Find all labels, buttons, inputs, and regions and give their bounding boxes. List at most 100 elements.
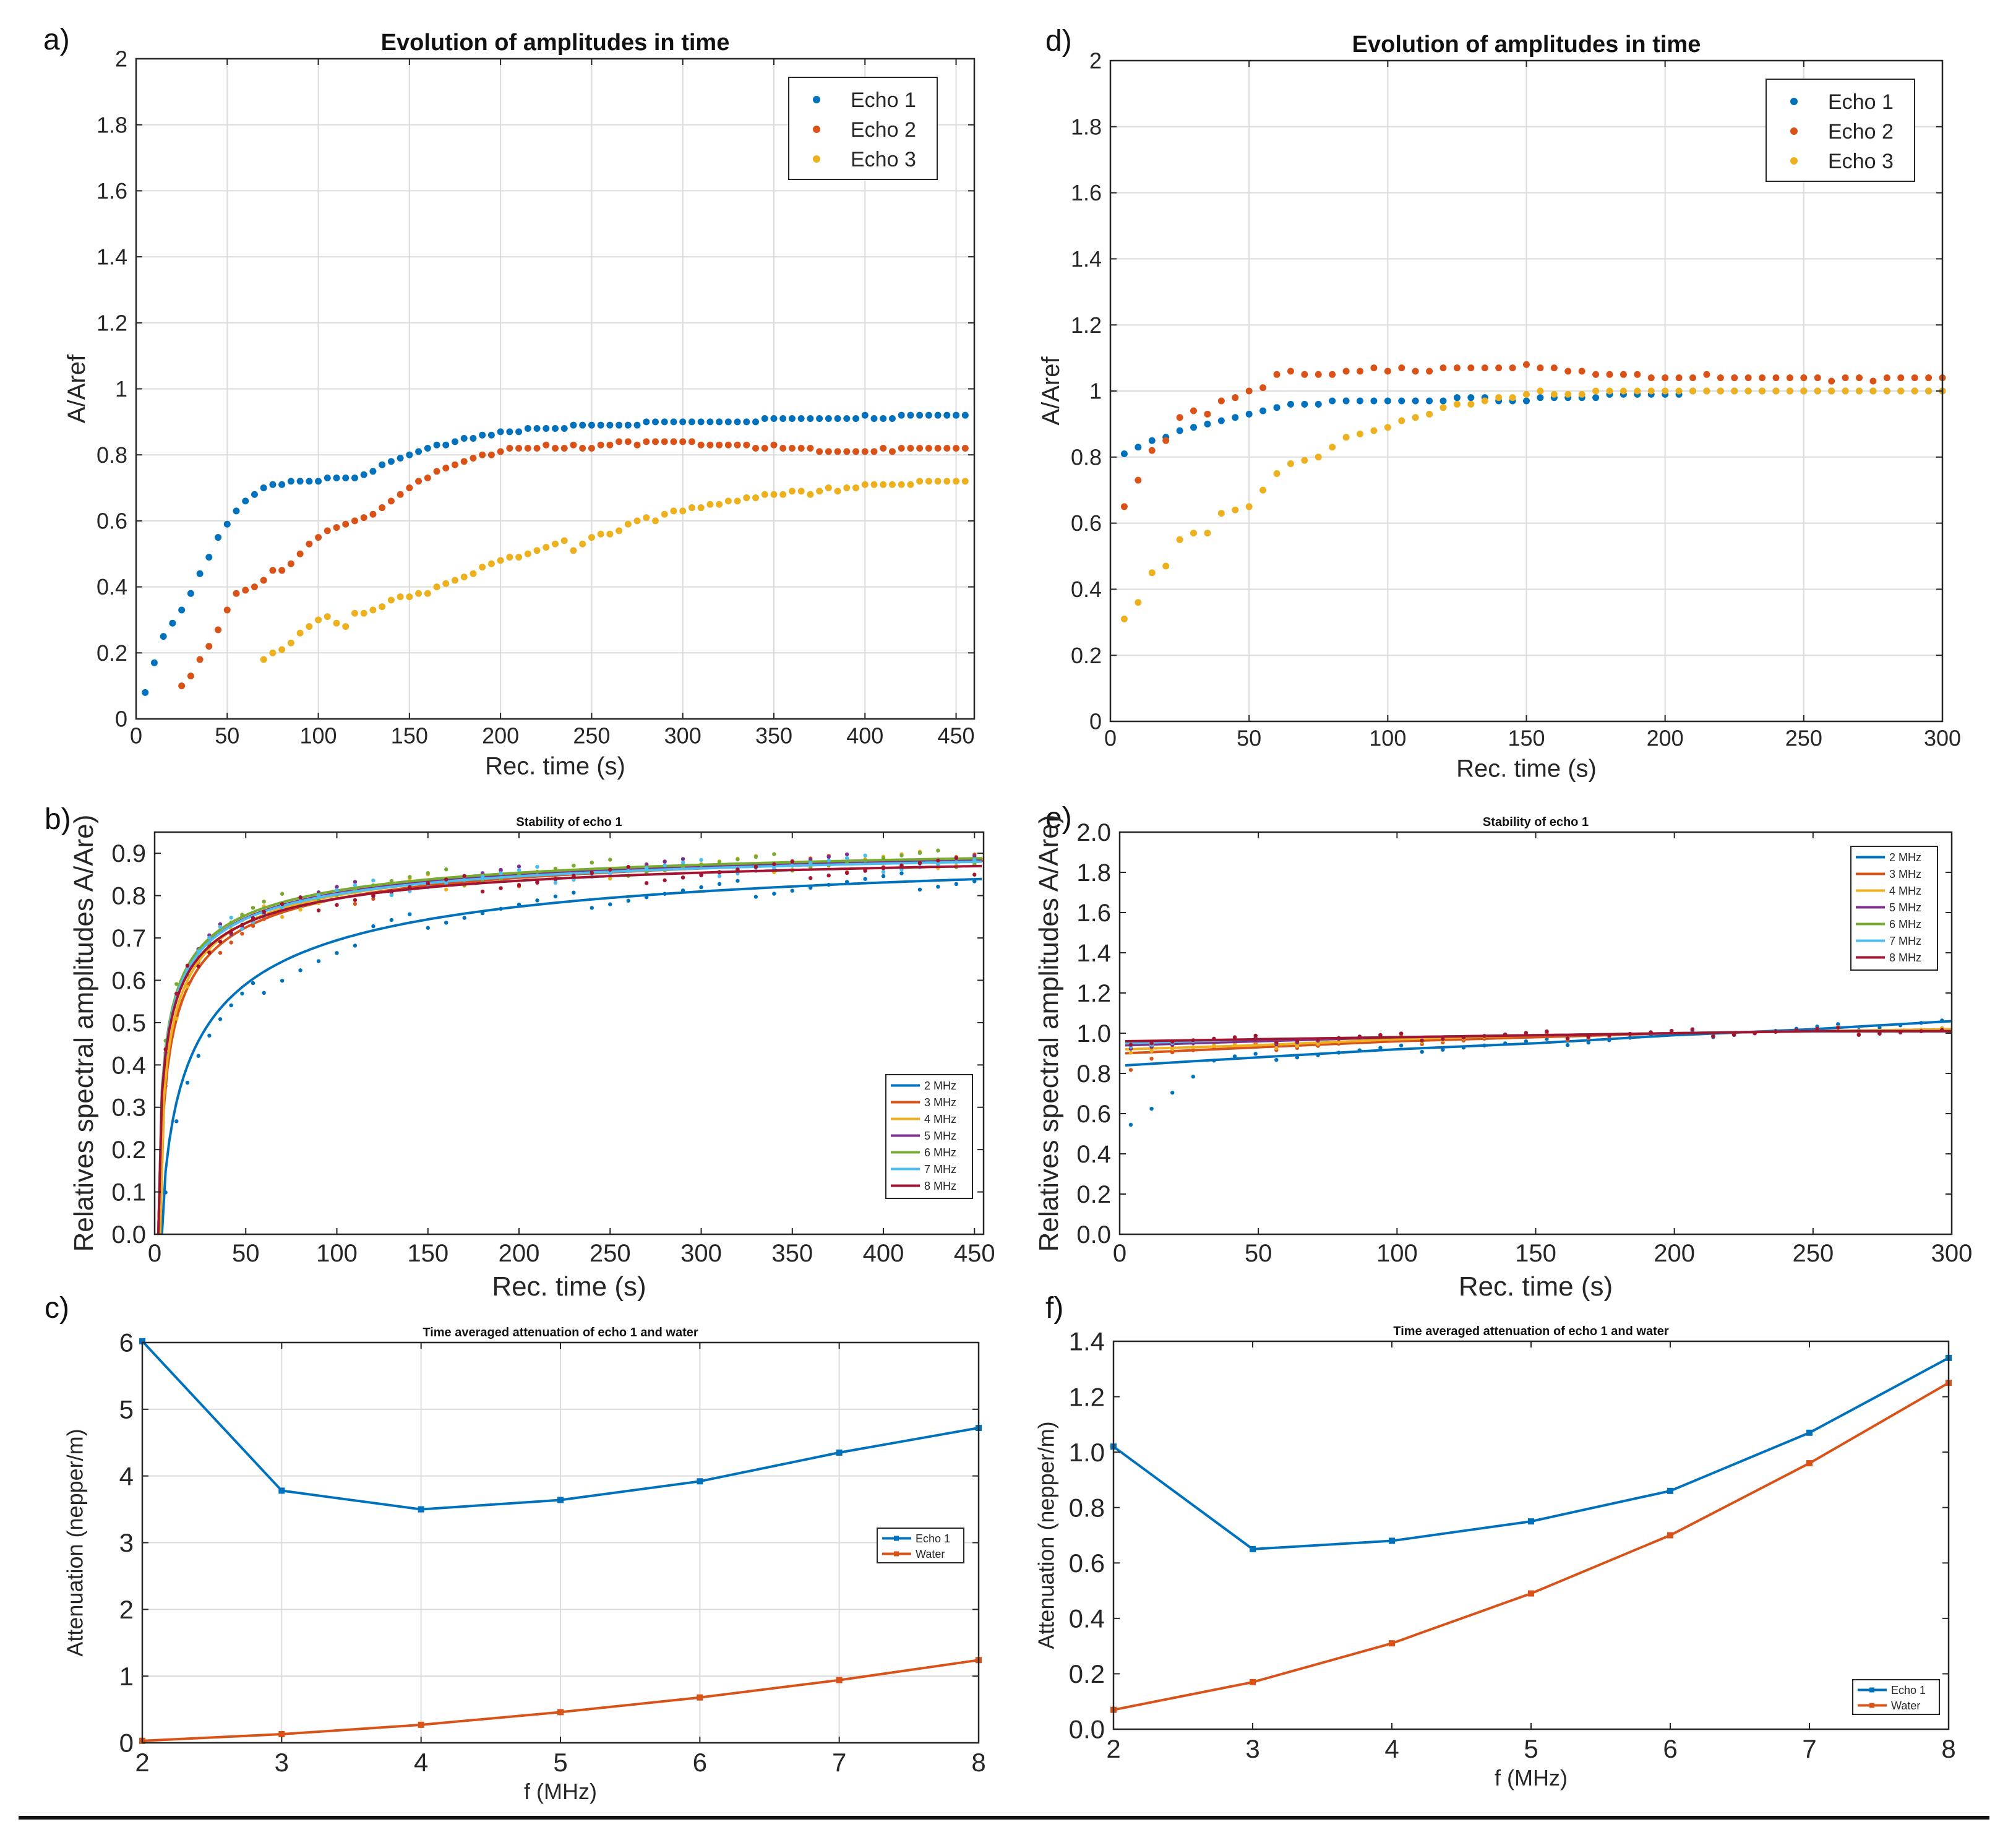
y-tick-label: 0.4 bbox=[1069, 1604, 1105, 1633]
y-tick-label: 0.6 bbox=[111, 967, 146, 994]
data-point bbox=[353, 880, 358, 884]
data-point bbox=[844, 870, 849, 875]
data-point bbox=[280, 978, 285, 983]
data-point bbox=[1441, 1047, 1445, 1052]
data-point bbox=[543, 544, 550, 551]
data-point bbox=[1481, 364, 1488, 372]
data-point bbox=[917, 887, 922, 892]
data-point bbox=[1149, 1041, 1154, 1046]
data-point bbox=[306, 478, 313, 485]
data-point bbox=[826, 873, 831, 878]
panel-label: c) bbox=[45, 1292, 69, 1325]
data-point bbox=[916, 445, 924, 452]
legend-item: Water bbox=[882, 1548, 945, 1560]
x-tick-label: 6 bbox=[693, 1748, 707, 1777]
data-point bbox=[752, 494, 760, 502]
y-tick-label: 1.4 bbox=[1076, 940, 1111, 967]
x-axis-label: Rec. time (s) bbox=[492, 1271, 646, 1302]
data-point bbox=[174, 1119, 179, 1124]
chart-panel-f: f) 2 3 4 5 6 7 8 0.0 0.2 0.4 0.6 0.8 1.0 1.2 1.4 Time av… bbox=[1033, 1292, 1955, 1790]
data-point bbox=[1467, 364, 1475, 372]
data-point bbox=[1426, 367, 1433, 375]
y-tick-label: 0.8 bbox=[1071, 444, 1102, 470]
data-point bbox=[552, 540, 559, 548]
data-point bbox=[608, 857, 612, 862]
series-echo-3 bbox=[1120, 387, 1946, 622]
x-axis-label: Rec. time (s) bbox=[1456, 755, 1597, 783]
data-point bbox=[752, 445, 760, 452]
series-echo-2 bbox=[178, 438, 969, 690]
data-point bbox=[260, 577, 267, 584]
data-point bbox=[1398, 417, 1405, 424]
data-point bbox=[606, 530, 614, 538]
data-point bbox=[315, 534, 322, 541]
data-point bbox=[497, 428, 504, 436]
data-point bbox=[652, 438, 659, 445]
data-point bbox=[770, 441, 778, 449]
data-point bbox=[316, 959, 321, 963]
x-axis-label: Rec. time (s) bbox=[485, 753, 625, 780]
y-axis-label: A/Aref bbox=[63, 354, 90, 423]
data-point bbox=[333, 524, 340, 531]
data-point bbox=[1759, 387, 1766, 395]
data-point bbox=[790, 888, 794, 893]
y-axis-label: Attenuation (nepper/m) bbox=[62, 1429, 87, 1656]
y-tick-label: 1.0 bbox=[1076, 1020, 1111, 1047]
data-point bbox=[825, 448, 832, 455]
data-point bbox=[881, 874, 886, 879]
chart-title: Time averaged attenuation of echo 1 and … bbox=[1393, 1325, 1669, 1338]
legend-label: Echo 3 bbox=[851, 148, 916, 171]
data-point bbox=[1647, 387, 1655, 395]
data-point bbox=[444, 867, 448, 872]
data-point bbox=[834, 448, 841, 455]
data-point bbox=[185, 984, 190, 989]
data-point bbox=[1253, 1033, 1258, 1038]
data-point bbox=[1814, 387, 1821, 395]
data-point bbox=[953, 411, 960, 419]
data-point bbox=[1744, 387, 1752, 395]
x-tick-label: 5 bbox=[1524, 1734, 1538, 1763]
data-point bbox=[342, 520, 350, 528]
data-point bbox=[1135, 476, 1142, 484]
y-tick-label: 1.6 bbox=[1076, 900, 1111, 927]
data-point bbox=[1370, 364, 1378, 372]
data-point bbox=[142, 689, 149, 696]
data-point bbox=[433, 441, 440, 449]
data-point bbox=[524, 445, 531, 452]
data-point bbox=[790, 859, 794, 864]
data-point bbox=[1524, 1039, 1529, 1044]
x-tick-label: 2 bbox=[1106, 1734, 1120, 1763]
x-tick-label: 150 bbox=[407, 1240, 448, 1267]
x-tick-label: 3 bbox=[275, 1748, 289, 1777]
data-point bbox=[624, 520, 632, 528]
data-point bbox=[1295, 1055, 1300, 1060]
data-point bbox=[1877, 1025, 1882, 1030]
data-point bbox=[207, 950, 212, 955]
data-point bbox=[543, 441, 550, 449]
data-point bbox=[954, 882, 959, 887]
legend: 2 MHz 3 MHz 4 MHz 5 MHz 6 MHz 7 MHz 8 MHz bbox=[885, 1074, 973, 1199]
fit-curve bbox=[1125, 1029, 1952, 1042]
legend: Echo 1 Echo 2 Echo 3 bbox=[1766, 79, 1915, 182]
data-point bbox=[1717, 387, 1724, 395]
data-point bbox=[743, 441, 750, 449]
data-point bbox=[1301, 400, 1308, 408]
y-tick-label: 0.5 bbox=[111, 1010, 146, 1037]
legend-label: Echo 1 bbox=[916, 1532, 950, 1545]
data-point bbox=[1370, 427, 1378, 434]
data-point bbox=[1564, 367, 1572, 375]
data-point bbox=[699, 885, 703, 890]
data-point bbox=[797, 415, 805, 423]
data-point bbox=[506, 428, 513, 436]
data-point bbox=[699, 857, 703, 862]
data-point bbox=[807, 445, 814, 452]
data-point bbox=[185, 963, 190, 968]
y-tick-label: 0.7 bbox=[111, 925, 146, 952]
data-point bbox=[353, 883, 358, 887]
data-point bbox=[280, 914, 285, 919]
x-tick-label: 100 bbox=[1369, 726, 1406, 751]
data-point bbox=[1925, 387, 1933, 395]
x-tick-label: 250 bbox=[1792, 1240, 1834, 1267]
data-point bbox=[643, 438, 650, 445]
data-point bbox=[1786, 374, 1793, 382]
